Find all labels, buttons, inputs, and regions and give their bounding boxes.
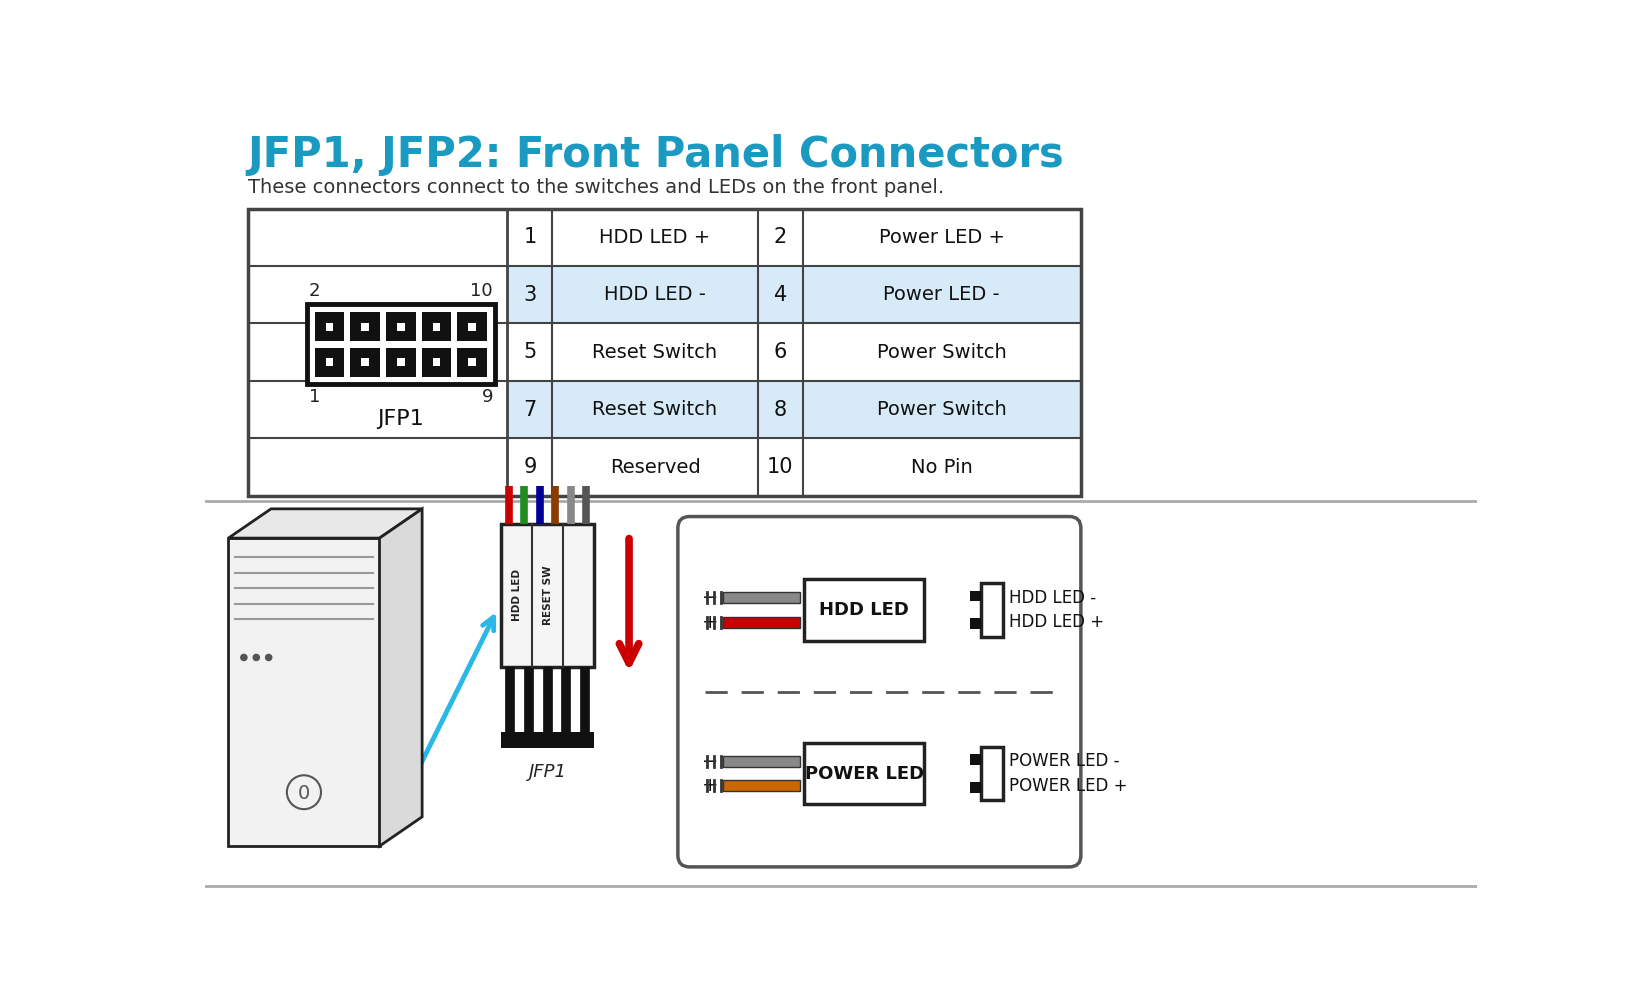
Bar	[422, 312, 451, 341]
Text: 2: 2	[309, 282, 320, 300]
Text: RESET SW: RESET SW	[543, 566, 553, 625]
Bar	[981, 583, 1003, 637]
Text: HDD LED: HDD LED	[512, 569, 522, 621]
Text: POWER LED: POWER LED	[804, 765, 924, 783]
Text: Reset Switch: Reset Switch	[592, 343, 717, 362]
Text: 0: 0	[297, 784, 310, 803]
Text: 4: 4	[773, 285, 786, 305]
Text: +: +	[702, 776, 719, 795]
Bar	[433, 323, 440, 331]
Text: Power LED -: Power LED -	[883, 285, 999, 304]
Text: 8: 8	[773, 400, 786, 420]
Bar	[981, 747, 1003, 800]
Bar	[722, 756, 801, 767]
Text: +: +	[702, 613, 719, 632]
Bar	[397, 358, 405, 366]
Bar	[556, 732, 576, 748]
Bar	[386, 312, 415, 341]
Text: 5: 5	[523, 342, 537, 362]
Text: HDD LED -: HDD LED -	[604, 285, 706, 304]
Bar	[538, 732, 556, 748]
Text: POWER LED +: POWER LED +	[1009, 777, 1127, 795]
Text: These connectors connect to the switches and LEDs on the front panel.: These connectors connect to the switches…	[248, 178, 944, 197]
Bar	[361, 358, 369, 366]
Circle shape	[287, 775, 322, 809]
Text: 3: 3	[523, 285, 537, 305]
Circle shape	[266, 654, 272, 661]
Bar	[361, 323, 369, 331]
Bar	[325, 358, 333, 366]
Bar	[397, 323, 405, 331]
Text: −: −	[702, 588, 719, 607]
Bar	[520, 732, 538, 748]
Bar	[422, 348, 451, 377]
Circle shape	[253, 654, 259, 661]
Bar	[458, 348, 487, 377]
Circle shape	[241, 654, 248, 661]
Bar	[576, 732, 594, 748]
Text: 10: 10	[766, 457, 794, 477]
Text: Power Switch: Power Switch	[876, 400, 1006, 419]
Bar	[507, 266, 1081, 323]
Text: POWER LED -: POWER LED -	[1009, 752, 1119, 770]
Text: 1: 1	[523, 227, 537, 247]
Bar	[722, 617, 801, 628]
Bar	[315, 348, 345, 377]
Bar	[315, 312, 345, 341]
Bar	[351, 312, 379, 341]
Text: Reset Switch: Reset Switch	[592, 400, 717, 419]
Bar	[386, 348, 415, 377]
Text: JFP1: JFP1	[377, 409, 423, 429]
Text: Power LED +: Power LED +	[880, 228, 1004, 247]
Polygon shape	[379, 509, 422, 846]
Bar	[458, 312, 487, 341]
Text: HDD LED +: HDD LED +	[1009, 613, 1104, 631]
Bar	[351, 348, 379, 377]
Text: HDD LED: HDD LED	[819, 601, 909, 619]
Bar	[325, 323, 333, 331]
Text: −: −	[702, 752, 719, 771]
Bar	[433, 358, 440, 366]
Text: HDD LED +: HDD LED +	[599, 228, 711, 247]
Polygon shape	[228, 538, 379, 846]
Text: No Pin: No Pin	[911, 458, 973, 477]
Bar	[248, 209, 1081, 496]
Bar	[722, 780, 801, 791]
Bar	[804, 743, 924, 804]
Text: 2: 2	[773, 227, 786, 247]
Bar	[970, 782, 981, 793]
Bar	[468, 358, 476, 366]
Bar	[307, 304, 494, 384]
Polygon shape	[228, 509, 422, 538]
Text: JFP1: JFP1	[528, 763, 566, 781]
Text: 10: 10	[471, 282, 492, 300]
Text: JFP1, JFP2: Front Panel Connectors: JFP1, JFP2: Front Panel Connectors	[248, 134, 1065, 176]
Bar	[468, 323, 476, 331]
Bar	[501, 524, 594, 667]
Text: Reserved: Reserved	[610, 458, 701, 477]
Text: 1: 1	[309, 388, 320, 406]
Bar	[804, 579, 924, 641]
FancyBboxPatch shape	[678, 517, 1081, 867]
Text: 7: 7	[523, 400, 537, 420]
Text: 9: 9	[481, 388, 492, 406]
Text: HDD LED -: HDD LED -	[1009, 589, 1096, 607]
Text: 6: 6	[773, 342, 788, 362]
Bar	[507, 381, 1081, 438]
Text: 9: 9	[523, 457, 537, 477]
Bar	[970, 618, 981, 629]
Text: Power Switch: Power Switch	[876, 343, 1006, 362]
Bar	[970, 754, 981, 765]
Bar	[501, 732, 520, 748]
Bar	[970, 591, 981, 601]
Bar	[722, 592, 801, 603]
